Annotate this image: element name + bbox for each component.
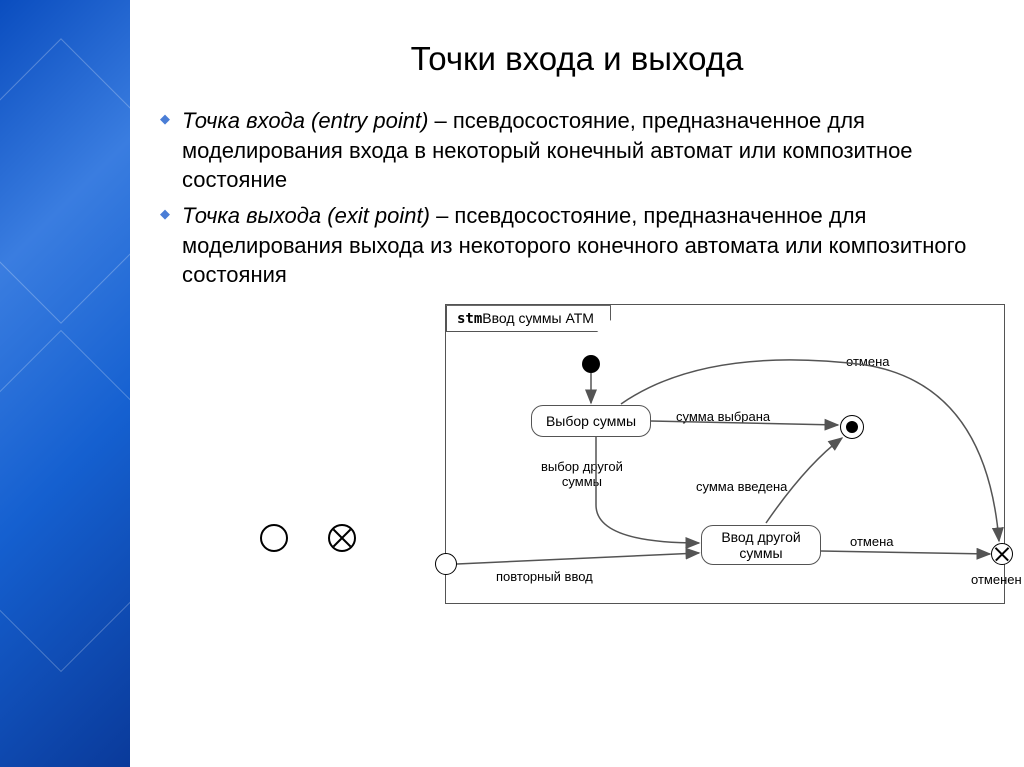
slide-title: Точки входа и выхода [160, 40, 994, 78]
definition-list: Точка входа (entry point) – псевдосостоя… [160, 106, 994, 290]
slide-content: Точки входа и выхода Точка входа (entry … [130, 0, 1024, 624]
edges-svg [446, 305, 1006, 605]
exit-point-icon [328, 524, 356, 552]
sidebar-decoration [0, 0, 130, 767]
definition-item: Точка входа (entry point) – псевдосостоя… [160, 106, 994, 195]
definition-item: Точка выхода (exit point) – псевдосостоя… [160, 201, 994, 290]
legend-symbols [260, 524, 356, 552]
state-machine-frame: stmВвод суммы АТМ Выбор суммы Ввод друго… [445, 304, 1005, 604]
entry-point-icon [260, 524, 288, 552]
term: Точка выхода (exit point) [182, 203, 430, 228]
term: Точка входа (entry point) [182, 108, 428, 133]
diagram-area: stmВвод суммы АТМ Выбор суммы Ввод друго… [160, 304, 994, 624]
